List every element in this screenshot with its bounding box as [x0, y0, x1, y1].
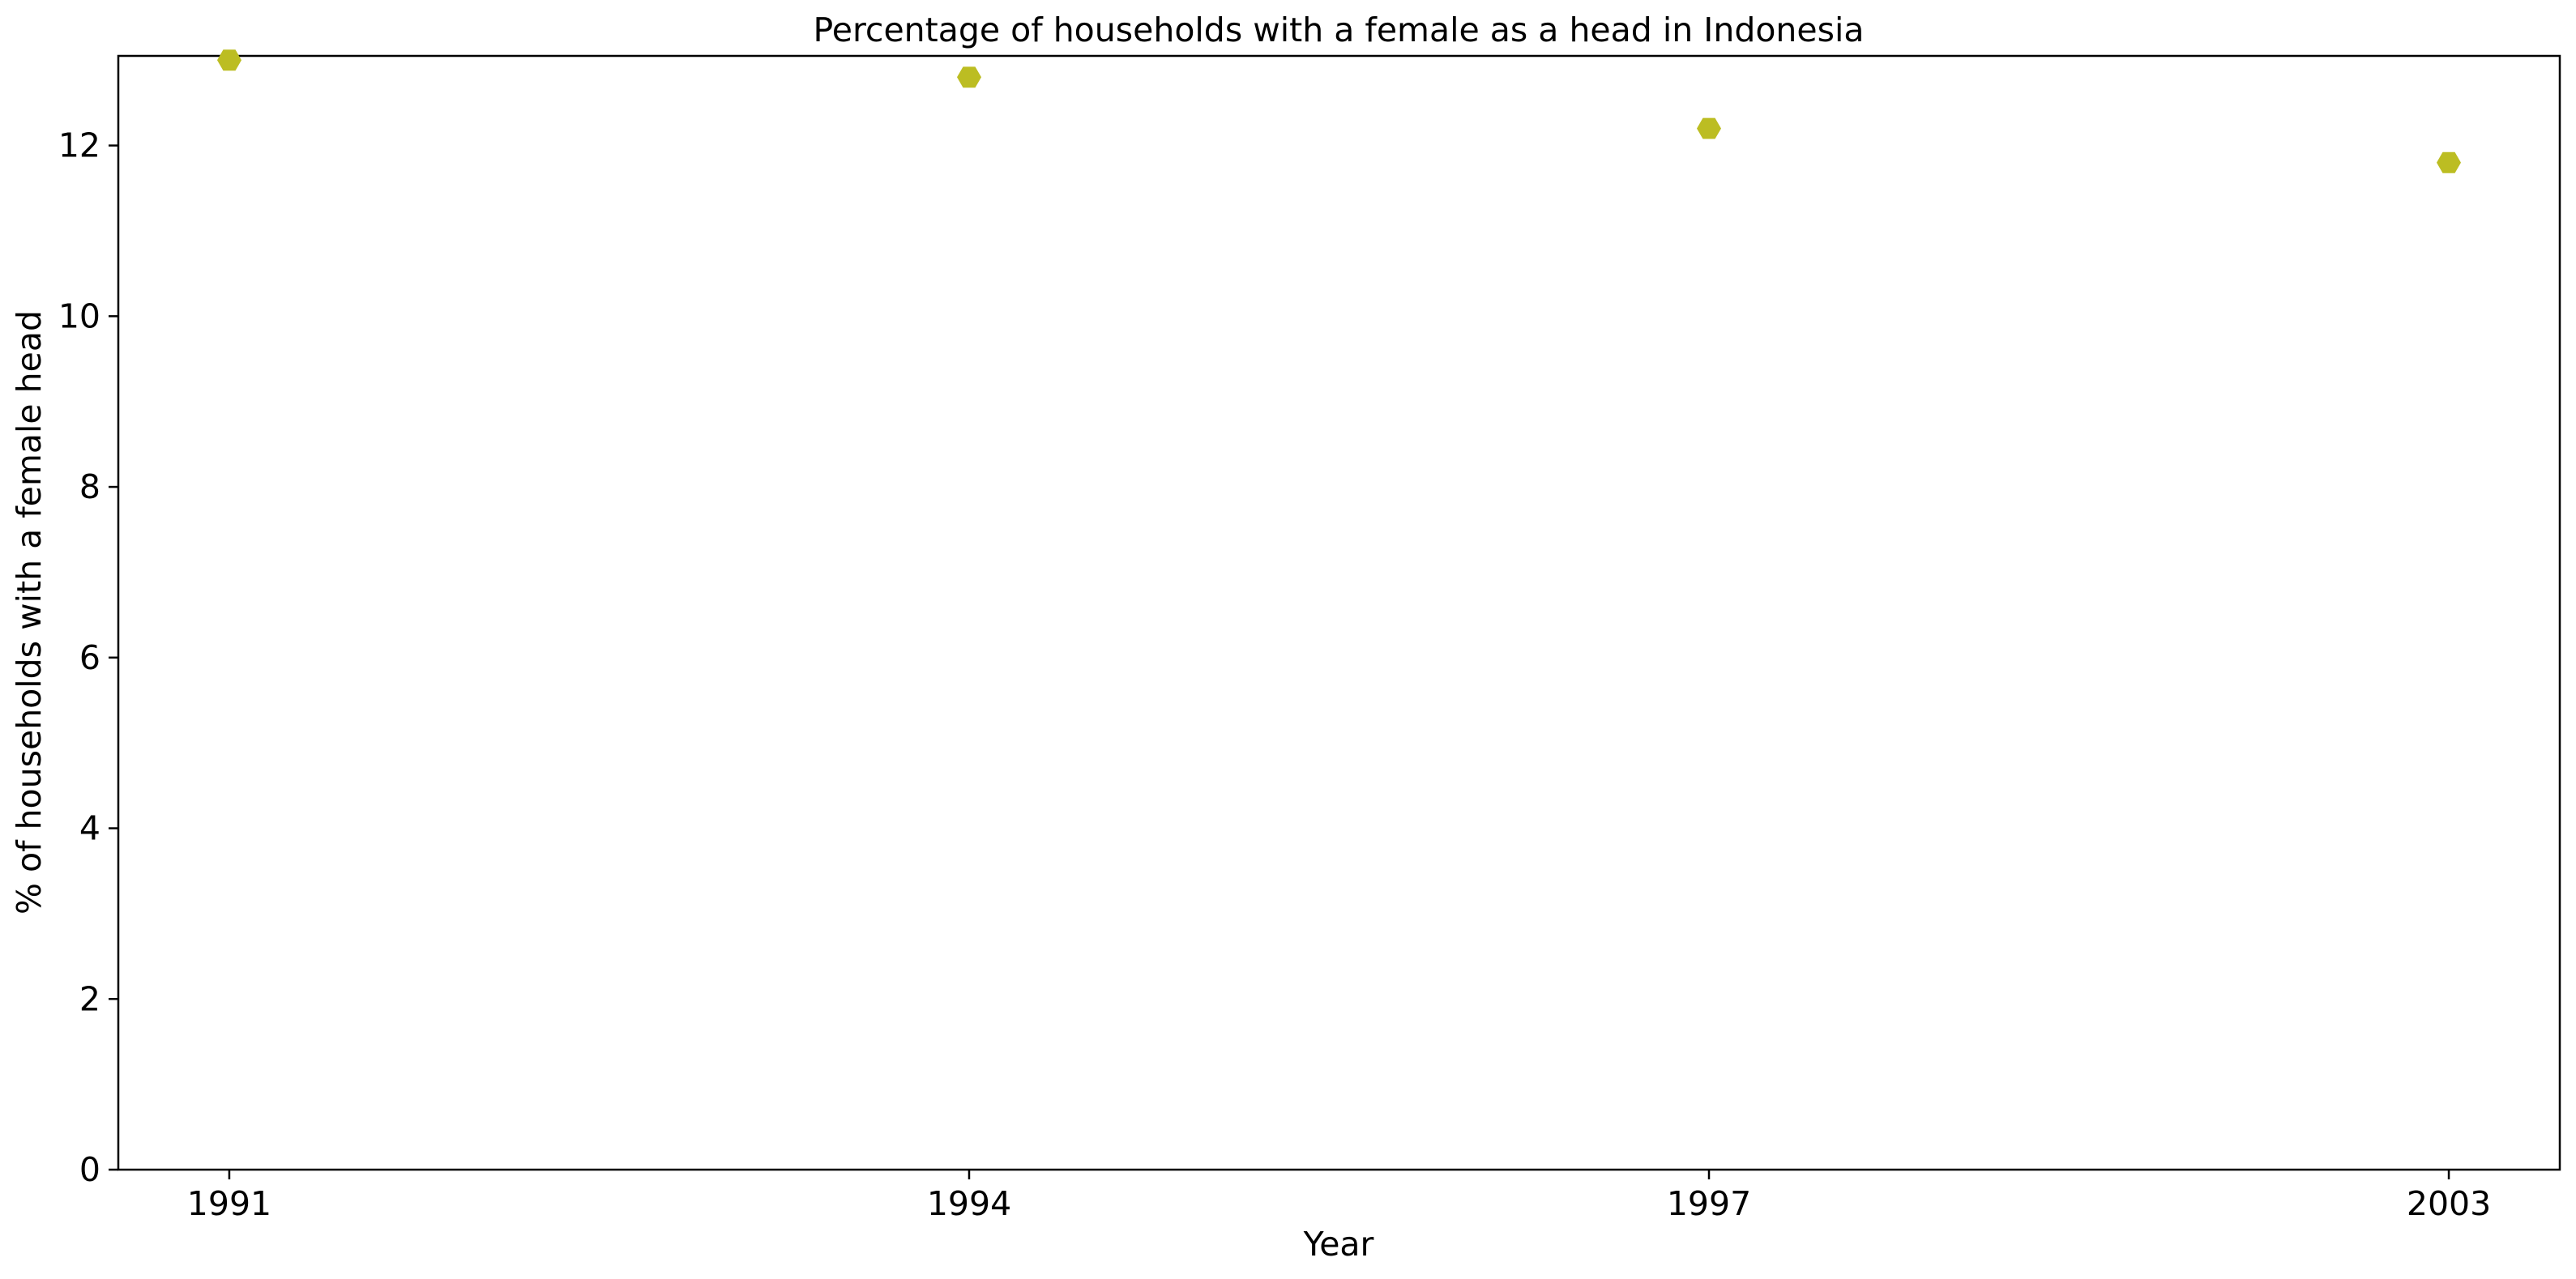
x-tick-label: 2003: [2407, 1184, 2491, 1223]
y-tick-label: 10: [58, 296, 100, 335]
plot-frame: [117, 54, 2561, 1171]
y-tick-label: 0: [79, 1150, 100, 1189]
data-point: [2437, 151, 2461, 173]
y-tick-label: 2: [79, 979, 100, 1018]
data-point: [217, 49, 241, 71]
data-point: [1697, 117, 1721, 139]
y-tick-label: 6: [79, 638, 100, 677]
x-tick-label: 1997: [1667, 1184, 1751, 1223]
x-tick-label: 1994: [927, 1184, 1011, 1223]
x-axis: 1991 1994 1997 2003: [187, 1170, 2491, 1223]
data-points: [217, 49, 2461, 173]
y-axis-label: % of households with a female head: [10, 310, 49, 914]
x-axis-label: Year: [1303, 1225, 1374, 1264]
y-tick-label: 8: [79, 467, 100, 506]
x-tick-label: 1991: [187, 1184, 271, 1223]
y-tick-label: 4: [79, 809, 100, 848]
data-point: [957, 66, 981, 88]
y-axis: 0 2 4 6 8 10 12: [58, 126, 118, 1189]
plot-area: [117, 54, 2561, 1171]
y-tick-label: 12: [58, 126, 100, 165]
chart-title: Percentage of households with a female a…: [813, 11, 1864, 49]
